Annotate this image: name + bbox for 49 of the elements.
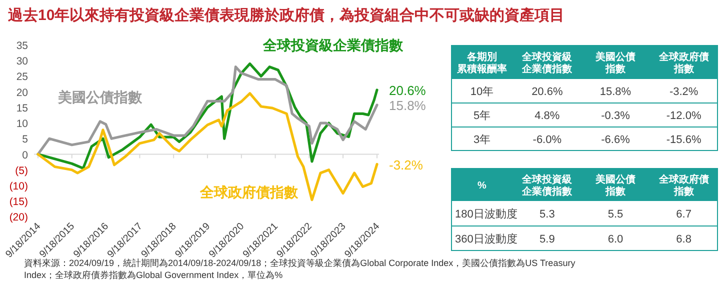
y-tick-label: 35 [16, 40, 28, 52]
y-tick-label: 30 [16, 56, 28, 68]
y-tick-label: 0 [22, 149, 28, 162]
annotation: -3.2% [389, 157, 424, 172]
text: 6.7 [676, 208, 692, 220]
category-label: 180日波動度 [455, 208, 518, 220]
text: 4.8% [534, 110, 560, 122]
text: 6.0 [608, 234, 624, 246]
y-tick-label: (10) [9, 180, 28, 192]
y-tick-label: 5 [22, 134, 28, 146]
source-note: 資料來源：2024/09/19，統計期間為2014/09/18-2024/09/18；全球投資等級企業債為Global Corporate Index，美國公債指數為US Treasury Index；全球政府債券指數為Global Government Index，單位為% [24, 257, 576, 281]
line-series [36, 66, 378, 156]
y-tick-label: 15 [16, 102, 28, 114]
series-label: 全球政府債指數 [199, 184, 299, 200]
annotation: 15.8% [389, 98, 426, 113]
text: 6.8 [676, 234, 692, 246]
category-label: 美國公債指數 [594, 174, 636, 198]
series-label: 美國公債指數 [57, 89, 143, 105]
category-label: 5年 [473, 110, 491, 122]
category-label: 全球投資級企業債指數 [521, 51, 574, 75]
chart-title: 過去10年以來持有投資級企業債表現勝於政府債，為投資組合中不可或缺的資產項目 [7, 6, 565, 24]
category-label: 全球投資級企業債指數 [521, 174, 574, 198]
series-label: 全球投資級企業債指數 [262, 37, 404, 53]
category-label: 美國公債指數 [594, 51, 636, 75]
text: -15.6% [666, 134, 702, 146]
y-tick-label: (15) [9, 196, 28, 208]
category-label: 3年 [473, 134, 491, 146]
text: 15.8% [600, 86, 632, 98]
y-tick-label: 25 [16, 71, 28, 84]
category-label: 10年 [470, 86, 494, 98]
text: -6.0% [532, 134, 562, 146]
text: -6.6% [601, 134, 630, 146]
text: 20.6% [532, 86, 563, 98]
y-tick-label: (5) [15, 164, 28, 177]
text: % [478, 180, 487, 192]
text: 5.9 [540, 234, 555, 246]
text: -3.2% [669, 86, 698, 98]
text: 5.5 [608, 208, 624, 220]
text: 各期別累積報酬率 [456, 51, 507, 75]
y-tick-label: (20) [9, 212, 28, 224]
y-tick-label: 20 [16, 86, 28, 99]
text: -0.3% [601, 110, 630, 122]
category-label: 全球政府債指數 [658, 51, 709, 75]
text: 5.3 [540, 208, 555, 220]
annotation: 20.6% [389, 82, 426, 98]
category-label: 360日波動度 [455, 234, 518, 246]
text: -12.0% [666, 110, 702, 122]
y-tick-label: 10 [16, 118, 28, 130]
category-label: 全球政府債指數 [658, 174, 709, 198]
